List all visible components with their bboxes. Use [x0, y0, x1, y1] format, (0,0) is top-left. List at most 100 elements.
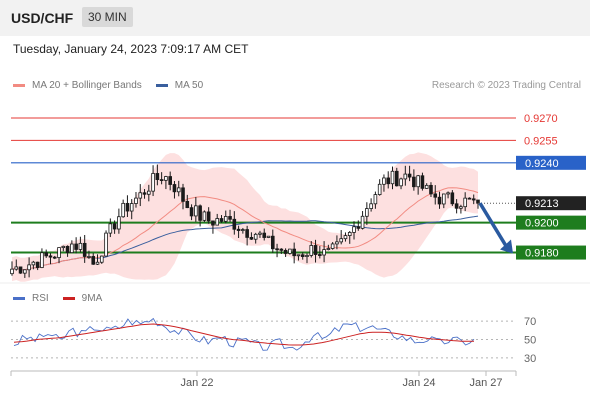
candle — [416, 175, 420, 188]
candle — [223, 216, 228, 222]
candle — [412, 176, 416, 188]
level-label-0.9270: 0.9270 — [524, 113, 558, 125]
candle — [377, 183, 382, 195]
candle — [23, 269, 27, 274]
forecast-arrow-head — [500, 239, 513, 254]
rsi-tick-50: 50 — [524, 335, 536, 347]
candle — [300, 254, 305, 257]
candle — [159, 179, 164, 181]
candle — [309, 245, 314, 256]
candle — [108, 223, 113, 234]
candle — [35, 261, 40, 268]
candle — [232, 218, 237, 230]
candle — [176, 187, 181, 193]
candle — [104, 232, 108, 257]
ma50-legend-label: MA 50 — [174, 80, 204, 91]
candle — [189, 207, 194, 217]
candle — [206, 211, 211, 222]
candle — [82, 242, 87, 257]
candle — [198, 205, 202, 221]
candle — [305, 255, 309, 257]
candle — [429, 184, 433, 195]
candle — [14, 266, 19, 270]
candle — [31, 261, 36, 266]
candle — [335, 241, 339, 245]
time-axis-label-Jan-27: Jan 27 — [469, 377, 502, 389]
level-tag-0.9180 — [516, 245, 586, 260]
ma50-swatch — [155, 84, 168, 87]
candle — [356, 226, 361, 229]
rsi-legend-label: RSI — [32, 293, 49, 304]
candle — [360, 215, 365, 229]
candle — [441, 193, 446, 205]
forecast-arrow-shaft — [478, 202, 509, 249]
candle — [450, 192, 455, 205]
candle — [386, 177, 391, 185]
candle — [181, 187, 185, 202]
candle — [471, 198, 476, 201]
ma9-legend-label: 9MA — [81, 293, 103, 304]
bollinger-band — [12, 152, 478, 282]
candle — [258, 232, 262, 235]
ma20-legend-label: MA 20 + Bollinger Bands — [32, 80, 142, 91]
candle — [185, 200, 190, 209]
candle — [433, 193, 438, 198]
candle — [91, 256, 96, 265]
candle — [369, 203, 373, 209]
timeframe-button[interactable]: 30 MIN — [82, 7, 133, 27]
candle — [270, 235, 275, 250]
candle — [459, 206, 463, 209]
candle — [99, 255, 104, 263]
candle — [394, 170, 399, 187]
candle — [215, 218, 220, 226]
current-price-label: 0.9213 — [525, 198, 559, 210]
candle — [288, 248, 292, 254]
candle — [253, 233, 258, 240]
candle — [318, 254, 322, 256]
candle — [112, 223, 117, 230]
level-label-0.9200: 0.9200 — [525, 218, 559, 230]
candle — [283, 249, 288, 254]
candle — [424, 184, 429, 189]
candle — [330, 243, 335, 249]
level-tag-0.9200 — [516, 215, 586, 230]
candle — [40, 252, 44, 268]
candle — [121, 202, 125, 218]
candle — [322, 249, 326, 256]
candle — [65, 245, 70, 254]
candle — [168, 176, 172, 185]
level-label-0.9180: 0.9180 — [525, 248, 559, 260]
candle — [155, 173, 160, 180]
time-axis: Jan 22 Jan 24 Jan 27 — [10, 370, 517, 389]
candle — [279, 248, 284, 251]
candle — [365, 208, 369, 217]
rsi-legend: RSI 9MA — [13, 293, 102, 304]
candle — [463, 197, 467, 208]
candle — [18, 266, 23, 274]
candle — [373, 194, 378, 205]
candle — [147, 190, 151, 195]
candle — [202, 211, 207, 221]
candle — [326, 248, 331, 250]
candle — [142, 192, 147, 195]
chart-header: USD/CHF 30 MIN — [0, 0, 590, 36]
chart-datetime: Tuesday, January 24, 2023 7:09:17 AM CET — [13, 42, 249, 56]
candle — [70, 243, 74, 254]
candle — [382, 177, 386, 185]
candle — [27, 264, 31, 271]
candle — [134, 197, 138, 204]
candle — [172, 184, 177, 193]
candle — [446, 192, 450, 195]
candle — [343, 235, 348, 240]
candle — [57, 247, 61, 258]
candle — [129, 203, 134, 212]
candle — [437, 196, 442, 205]
candle — [87, 256, 91, 258]
symbol-label: USD/CHF — [11, 10, 74, 26]
candle — [292, 248, 296, 257]
level-label-0.9255: 0.9255 — [524, 135, 558, 147]
candle — [125, 202, 130, 212]
candle — [347, 232, 352, 237]
candle — [228, 216, 232, 220]
candle — [403, 173, 408, 180]
